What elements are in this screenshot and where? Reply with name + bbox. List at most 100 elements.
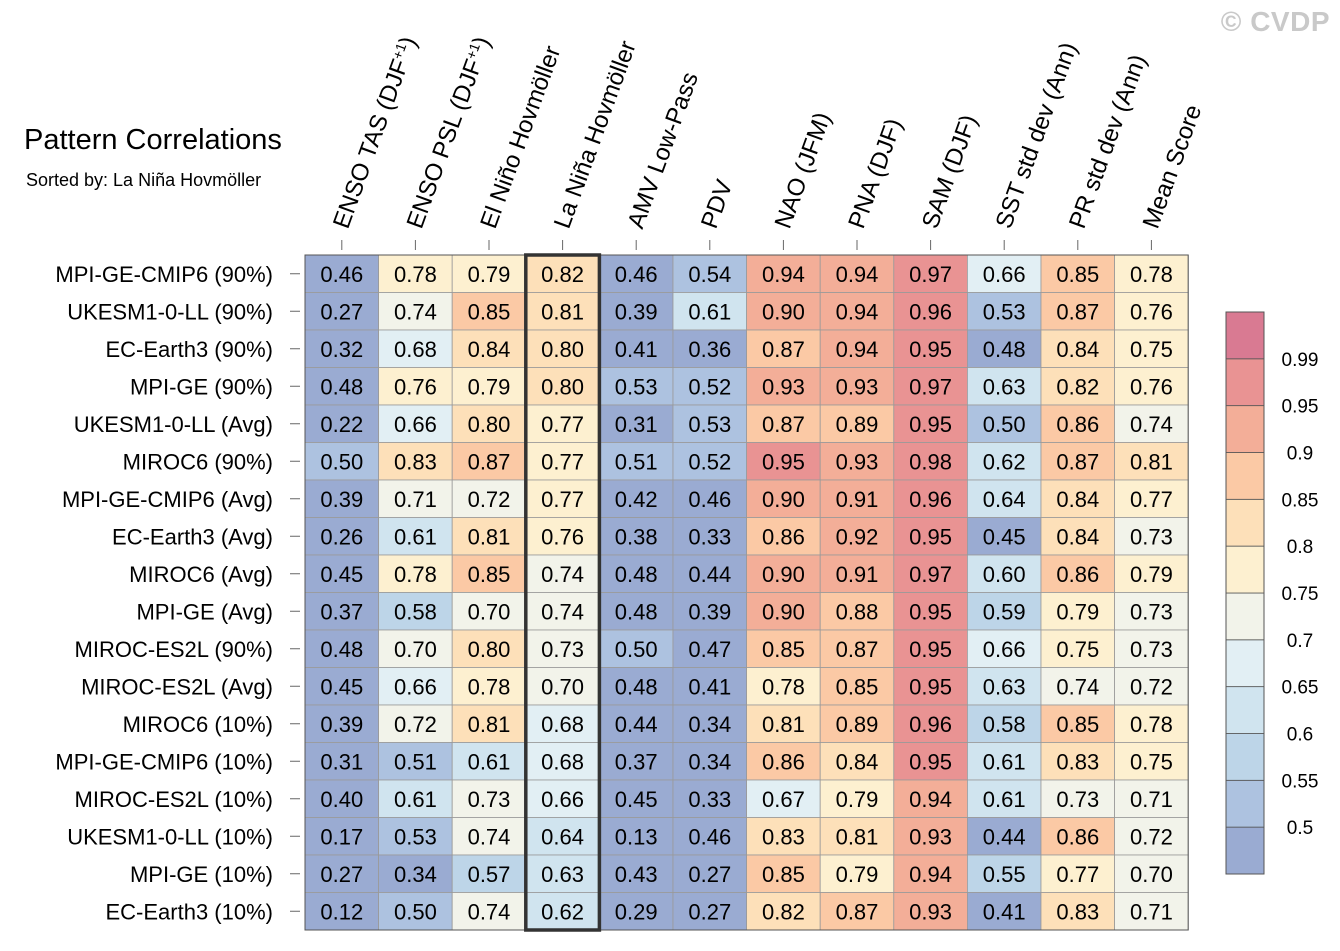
cell-value: 0.73 [468,787,511,812]
cell-miroc6-90-enso-psl-djf-1 [378,442,453,481]
cell-miroc-es2l-avg-amv-low-pass [599,667,674,706]
cell-miroc-es2l-90-pna-djf [819,629,895,668]
cell-ec-earth3-90-sst-std-dev-ann [967,329,1042,368]
cell-mpi-ge-10-sst-std-dev-ann [967,854,1042,893]
cell-value: 0.82 [1056,374,1099,399]
cell-ec-earth3-avg-mean-score [1114,517,1189,556]
cell-miroc6-90-amv-low-pass [599,442,674,481]
cell-value: 0.83 [1056,899,1099,924]
column-label-pdv: PDV [696,176,738,232]
cell-miroc-es2l-10-la-ni-a-hovm-ller [525,779,600,818]
cell-value: 0.17 [320,824,363,849]
cell-value: 0.85 [468,562,511,587]
cell-value: 0.97 [909,374,952,399]
cell-value: 0.44 [983,824,1026,849]
colorbar-frame [1225,311,1265,875]
colorbar-tick-label: 0.7 [1287,631,1313,652]
cell-ec-earth3-90-el-ni-o-hovm-ller [451,329,527,368]
cell-value: 0.66 [394,412,437,437]
cell-ec-earth3-avg-pna-djf [819,517,895,556]
cell-value: 0.72 [1130,824,1173,849]
cell-value: 0.34 [394,862,437,887]
cell-miroc6-10-el-ni-o-hovm-ller [451,704,527,743]
cell-ec-earth3-90-pdv [672,329,747,368]
cell-value: 0.91 [836,562,879,587]
cell-value: 0.32 [320,337,363,362]
cell-value: 0.78 [394,262,437,287]
column-label-pna-djf: PNA (DJF) [843,115,908,232]
cell-mpi-ge-cmip6-90-pna-djf [819,254,895,293]
cell-mpi-ge-cmip6-avg-pr-std-dev-ann [1040,479,1115,518]
cell-value: 0.85 [762,862,805,887]
cell-value: 0.77 [1130,487,1173,512]
cell-value: 0.66 [983,637,1026,662]
cell-value: 0.79 [468,374,511,399]
row-label-mpi-ge-cmip6-10: MPI-GE-CMIP6 (10%) [55,749,273,774]
cell-value: 0.51 [615,449,658,474]
cell-value: 0.95 [909,337,952,362]
cell-value: 0.52 [688,374,731,399]
row-label-mpi-ge-avg: MPI-GE (Avg) [136,599,273,624]
cell-miroc-es2l-10-el-ni-o-hovm-ller [451,779,527,818]
cell-value: 0.37 [615,749,658,774]
column-label-el-ni-o-hovm-ller: El Niño Hovmöller [475,42,566,232]
cell-value: 0.90 [762,599,805,624]
cell-ec-earth3-10-pdv [672,892,747,931]
column-label-sam-djf: SAM (DJF) [917,111,983,232]
cell-value: 0.27 [320,862,363,887]
cell-value: 0.75 [1130,749,1173,774]
cell-value: 0.72 [1130,674,1173,699]
cell-miroc-es2l-10-enso-tas-djf-1 [304,779,379,818]
cell-ec-earth3-avg-sam-djf [893,517,968,556]
cell-value: 0.83 [762,824,805,849]
cell-mpi-ge-cmip6-10-enso-tas-djf-1 [304,742,379,781]
cell-miroc6-10-enso-tas-djf-1 [304,704,379,743]
cell-miroc6-avg-pr-std-dev-ann [1040,554,1115,593]
colorbar-tick-label: 0.9 [1287,444,1313,465]
cell-value: 0.66 [541,787,584,812]
cell-value: 0.96 [909,712,952,737]
cell-value: 0.50 [615,637,658,662]
cell-miroc-es2l-90-sst-std-dev-ann [967,629,1042,668]
cell-value: 0.91 [836,487,879,512]
cell-value: 0.86 [1056,412,1099,437]
cell-value: 0.86 [1056,824,1099,849]
colorbar-segment [1225,311,1265,360]
cell-value: 0.79 [836,787,879,812]
cell-value: 0.73 [1130,524,1173,549]
cell-miroc-es2l-10-pr-std-dev-ann [1040,779,1115,818]
cell-value: 0.53 [983,299,1026,324]
cell-mpi-ge-avg-pr-std-dev-ann [1040,592,1115,631]
cell-ec-earth3-90-enso-tas-djf-1 [304,329,379,368]
cell-ec-earth3-avg-amv-low-pass [599,517,674,556]
cell-value: 0.40 [320,787,363,812]
cell-value: 0.83 [1056,749,1099,774]
cell-value: 0.84 [1056,524,1099,549]
cell-value: 0.86 [1056,562,1099,587]
cell-value: 0.73 [1130,599,1173,624]
cell-value: 0.70 [468,599,511,624]
cell-miroc6-90-pdv [672,442,747,481]
cell-ukesm1-0-ll-90-sam-djf [893,292,968,331]
cell-mpi-ge-cmip6-10-enso-psl-djf-1 [378,742,453,781]
column-label-mean-score: Mean Score [1138,101,1208,232]
cell-value: 0.46 [688,487,731,512]
cell-value: 0.66 [394,674,437,699]
cell-miroc-es2l-10-amv-low-pass [599,779,674,818]
cell-value: 0.63 [983,674,1026,699]
cell-value: 0.74 [541,562,584,587]
column-label-la-ni-a-hovm-ller: La Niña Hovmöller [549,37,642,232]
cell-value: 0.64 [983,487,1026,512]
cell-miroc6-90-pr-std-dev-ann [1040,442,1115,481]
cell-value: 0.81 [468,524,511,549]
cell-value: 0.72 [394,712,437,737]
cell-value: 0.72 [468,487,511,512]
cell-value: 0.50 [983,412,1026,437]
colorbar-tick-label: 0.8 [1287,537,1313,558]
cell-value: 0.87 [762,412,805,437]
cell-mpi-ge-avg-pna-djf [819,592,895,631]
cell-mpi-ge-10-el-ni-o-hovm-ller [451,854,527,893]
cell-value: 0.78 [1130,262,1173,287]
cell-value: 0.90 [762,562,805,587]
cell-value: 0.90 [762,487,805,512]
